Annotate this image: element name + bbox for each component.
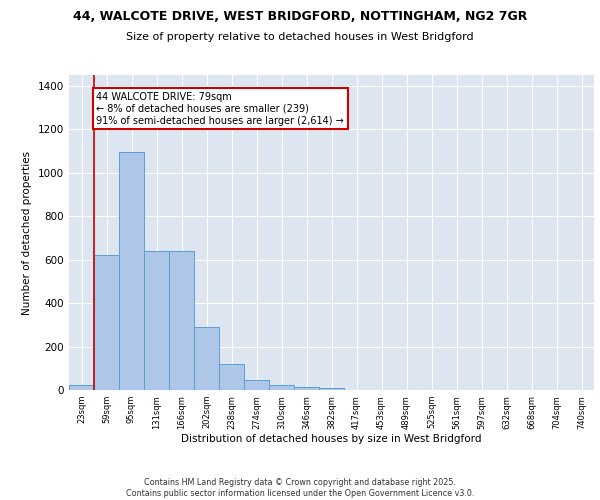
- Bar: [294, 387, 319, 390]
- Bar: [269, 385, 294, 390]
- Bar: [219, 364, 244, 390]
- X-axis label: Distribution of detached houses by size in West Bridgford: Distribution of detached houses by size …: [181, 434, 482, 444]
- Bar: [69, 384, 94, 390]
- Y-axis label: Number of detached properties: Number of detached properties: [22, 150, 32, 314]
- Bar: [319, 388, 344, 390]
- Text: Contains HM Land Registry data © Crown copyright and database right 2025.
Contai: Contains HM Land Registry data © Crown c…: [126, 478, 474, 498]
- Bar: [194, 327, 219, 390]
- Bar: [169, 251, 194, 390]
- Text: 44, WALCOTE DRIVE, WEST BRIDGFORD, NOTTINGHAM, NG2 7GR: 44, WALCOTE DRIVE, WEST BRIDGFORD, NOTTI…: [73, 10, 527, 23]
- Bar: [94, 256, 119, 390]
- Bar: [144, 251, 169, 390]
- Text: Size of property relative to detached houses in West Bridgford: Size of property relative to detached ho…: [126, 32, 474, 42]
- Text: 44 WALCOTE DRIVE: 79sqm
← 8% of detached houses are smaller (239)
91% of semi-de: 44 WALCOTE DRIVE: 79sqm ← 8% of detached…: [97, 92, 344, 126]
- Bar: [119, 152, 144, 390]
- Bar: [244, 380, 269, 390]
